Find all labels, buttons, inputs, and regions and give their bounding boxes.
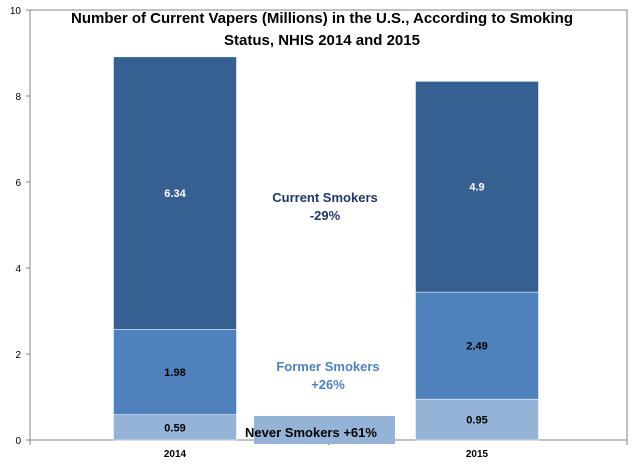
annotation-former-smokers-line-2: +26%	[311, 377, 345, 392]
annotation-current-smokers-line-1: Current Smokers	[272, 190, 377, 205]
chart-title-line-2: Status, NHIS 2014 and 2015	[224, 32, 420, 49]
y-tick-label: 8	[15, 92, 21, 103]
bar-2015-never-smokers	[415, 398, 539, 441]
bar-2014-never-smokers	[113, 414, 237, 441]
annotation-current-smokers-line-2: -29%	[310, 208, 341, 223]
y-tick-label: 0	[15, 436, 21, 447]
chart-title-line-1: Number of Current Vapers (Millions) in t…	[71, 10, 573, 27]
y-tick-label: 4	[15, 264, 21, 275]
x-tick-label-2014: 2014	[164, 449, 187, 460]
chart-title: Number of Current Vapers (Millions) in t…	[71, 10, 573, 49]
annotations: Current Smokers -29% Former Smokers +26% Nev…	[245, 190, 395, 444]
bar-2014-former-smokers	[113, 329, 237, 415]
y-tick-label: 6	[15, 178, 21, 189]
data-label-2014-current-smokers: 6.34	[164, 188, 186, 200]
data-label-2015-former-smokers: 2.49	[466, 341, 487, 353]
bar-2015-former-smokers	[415, 291, 539, 400]
data-label-2014-never-smokers: 0.59	[164, 422, 185, 434]
data-label-2015-current-smokers: 4.9	[469, 182, 484, 194]
y-tick-label: 10	[10, 6, 22, 17]
annotation-never-smokers-line-1: Never Smokers +61%	[245, 425, 377, 440]
bar-2014-current-smokers	[113, 56, 237, 330]
data-label-2015-never-smokers: 0.95	[466, 415, 487, 427]
annotation-never-smokers-box	[254, 416, 395, 444]
bar-2015-current-smokers	[415, 81, 539, 293]
x-tick-label-2015: 2015	[466, 449, 489, 460]
bars: 0.59 1.98 6.34 0.95 2.49 4.9	[113, 56, 539, 441]
data-label-2014-former-smokers: 1.98	[164, 367, 185, 379]
y-tick-label: 2	[15, 350, 21, 361]
annotation-former-smokers-line-1: Former Smokers	[276, 359, 379, 374]
